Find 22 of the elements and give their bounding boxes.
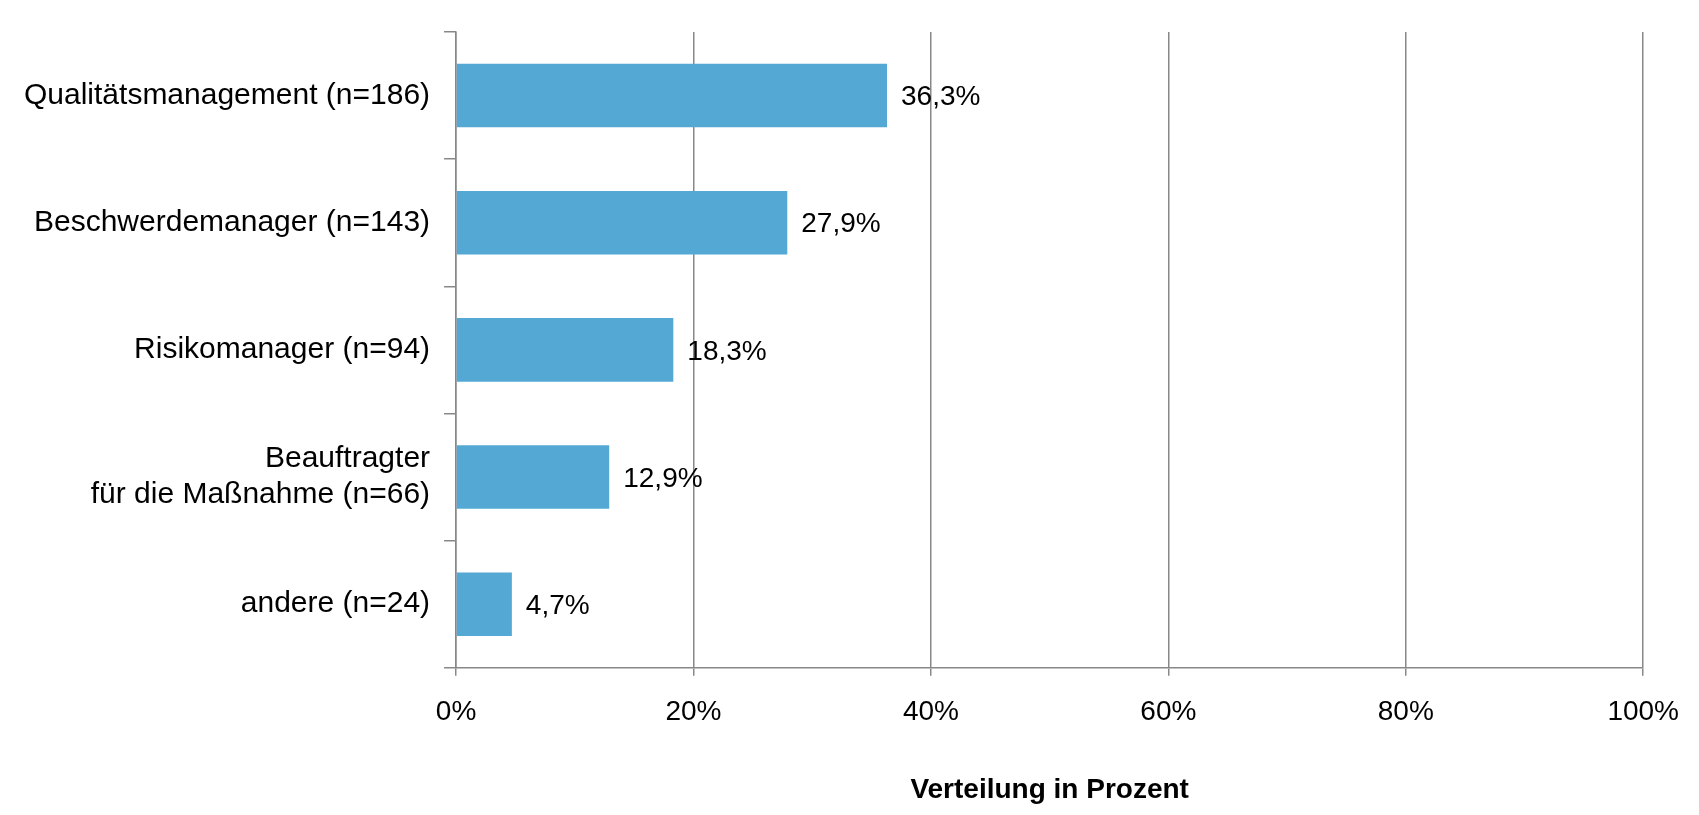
bar <box>456 572 512 637</box>
x-tick-label: 100% <box>1607 695 1680 727</box>
x-tick-label: 60% <box>1140 695 1197 727</box>
bar <box>456 190 788 255</box>
data-label: 36,3% <box>901 80 981 112</box>
x-tick-label: 40% <box>902 695 959 727</box>
y-tick-label: Beschwerdemanager (n=143) <box>33 204 431 238</box>
x-tick-label: 0% <box>435 695 477 727</box>
y-tick-label: Risikomanager (n=94) <box>134 331 431 365</box>
y-tick-label: Qualitätsmanagement (n=186) <box>23 76 431 110</box>
data-label: 27,9% <box>801 207 881 239</box>
y-tick-label: andere (n=24) <box>240 585 431 619</box>
x-axis-title: Verteilung in Prozent <box>910 772 1189 804</box>
x-tick-label: 20% <box>665 695 722 727</box>
y-tick-label: Beauftragter für die Maßnahme (n=66) <box>90 440 431 510</box>
data-label: 4,7% <box>525 588 590 620</box>
bar <box>456 445 610 509</box>
data-label: 18,3% <box>687 334 767 366</box>
bar <box>456 63 887 128</box>
x-tick-label: 80% <box>1377 695 1434 727</box>
bar <box>456 318 674 382</box>
data-label: 12,9% <box>623 461 703 493</box>
